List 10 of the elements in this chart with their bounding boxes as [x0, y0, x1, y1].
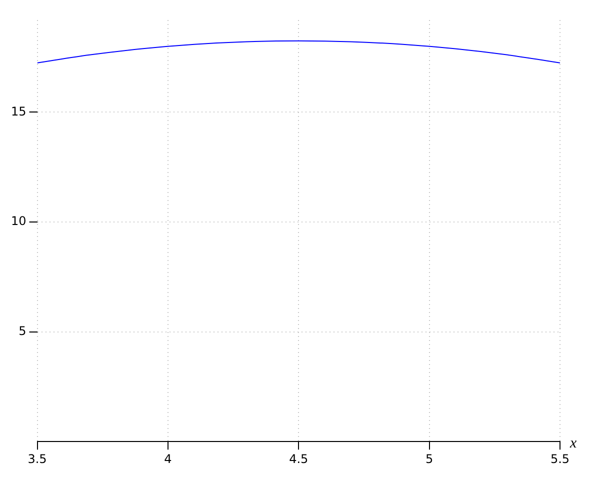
y-tick-label: 5 — [18, 324, 26, 338]
x-tick-label: 3.5 — [28, 452, 47, 466]
line-series — [37, 40, 560, 64]
y-tick-label: 10 — [10, 214, 26, 228]
y-tick-label: 15 — [10, 104, 26, 118]
x-tick-label: 4 — [164, 452, 172, 466]
x-tick-label: 5.5 — [550, 452, 570, 466]
x-axis-title: x — [569, 436, 577, 452]
x-tick-label: 4.5 — [289, 452, 308, 466]
x-tick-label: 5 — [425, 452, 434, 466]
